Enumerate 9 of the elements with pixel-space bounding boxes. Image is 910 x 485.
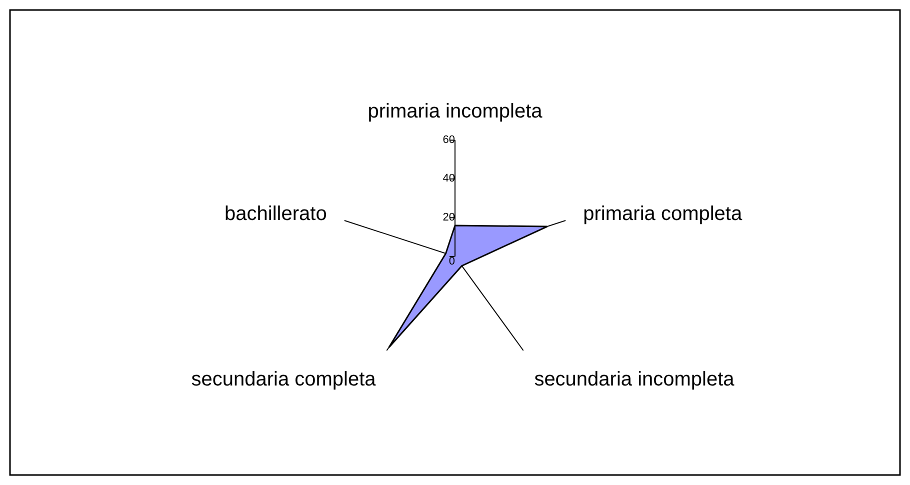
spoke-label: bachillerato bbox=[224, 203, 327, 226]
spoke-label: secundaria completa bbox=[191, 368, 377, 391]
y-tick-label: 60 bbox=[442, 134, 455, 146]
y-tick-label: 40 bbox=[442, 172, 455, 185]
spoke-label: primaria completa bbox=[583, 203, 743, 226]
y-tick-label: 0 bbox=[448, 256, 455, 268]
spoke-label: primaria incompleta bbox=[368, 100, 544, 123]
spoke-label: secundaria incompleta bbox=[534, 368, 736, 391]
y-tick-label: 20 bbox=[442, 211, 455, 224]
